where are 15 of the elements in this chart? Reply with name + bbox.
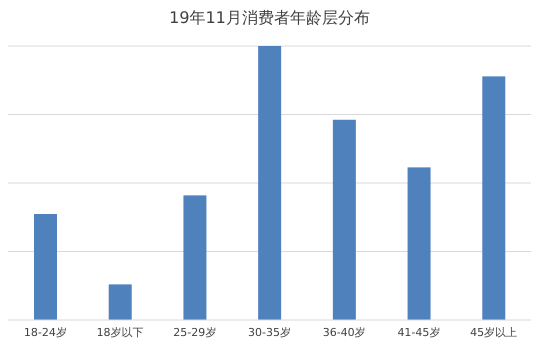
- bar: [258, 46, 282, 320]
- x-tick-label: 25-29岁: [173, 326, 216, 339]
- x-tick-label: 30-35岁: [248, 326, 291, 339]
- bar: [34, 214, 57, 320]
- chart-title: 19年11月消费者年龄层分布: [168, 8, 371, 29]
- bar: [108, 284, 132, 320]
- x-tick-label: 45岁以上: [470, 326, 518, 339]
- x-tick-label: 18岁以下: [96, 326, 144, 339]
- bar: [482, 76, 506, 320]
- x-tick-label: 41-45岁: [397, 326, 440, 339]
- x-tick-label: 18-24岁: [24, 326, 67, 339]
- bar: [408, 167, 431, 320]
- bar: [332, 120, 356, 320]
- bar: [183, 195, 206, 320]
- x-tick-label: 36-40岁: [322, 326, 366, 339]
